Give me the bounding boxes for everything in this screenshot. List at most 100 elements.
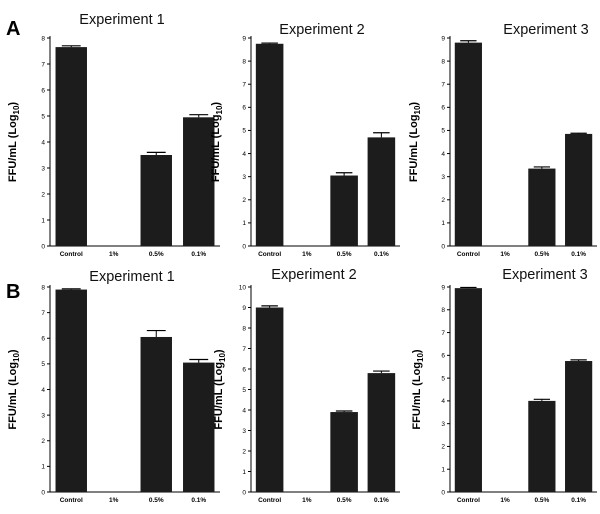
bar: [528, 400, 556, 492]
y-tick-label: 1: [41, 464, 45, 471]
y-axis-label-subscript: 10: [215, 105, 224, 114]
bar: [140, 155, 172, 246]
chart-title: Experiment 3: [503, 22, 588, 38]
y-tick-label: 4: [441, 151, 445, 158]
y-axis-label-close: ): [411, 349, 423, 353]
y-tick-label: 8: [441, 307, 445, 314]
x-tick-label: 0.1%: [191, 497, 206, 504]
x-tick-label: Control: [60, 497, 83, 504]
y-tick-label: 6: [242, 105, 246, 112]
y-tick-label: 3: [242, 428, 246, 435]
x-tick-label: 1%: [302, 497, 312, 504]
bar: [367, 373, 396, 492]
bar: [454, 288, 482, 492]
x-tick-label: 1%: [500, 251, 510, 258]
y-tick-label: 5: [41, 361, 45, 368]
bar: [367, 137, 396, 246]
y-tick-label: 3: [41, 412, 45, 419]
chart-title: Experiment 1: [89, 269, 174, 285]
y-tick-label: 6: [441, 105, 445, 112]
y-tick-label: 7: [41, 310, 45, 317]
bar: [183, 362, 215, 492]
chart-3: Experiment 3 FFU/mL (Log10) 0 1 2 3 4 5 6 7 8 9 Cont…: [408, 22, 597, 258]
bar: [140, 336, 172, 492]
y-tick-label: 4: [41, 139, 45, 146]
y-axis-label: FFU/mL (Log10): [411, 349, 425, 430]
y-tick-label: 0: [41, 489, 45, 496]
x-tick-label: 0.1%: [571, 497, 586, 504]
x-tick-label: 1%: [500, 497, 510, 504]
y-tick-label: 2: [441, 197, 445, 204]
panel-label-a: A: [6, 18, 20, 40]
y-tick-label: 1: [242, 469, 246, 476]
y-tick-label: 4: [242, 151, 246, 158]
panel-label-b: B: [6, 281, 20, 303]
y-axis-label-subscript: 10: [416, 353, 425, 362]
y-tick-label: 4: [41, 387, 45, 394]
bar: [55, 289, 87, 492]
y-tick-label: 2: [242, 448, 246, 455]
x-tick-label: 0.1%: [374, 251, 389, 258]
bar: [55, 47, 87, 246]
y-tick-label: 7: [242, 346, 246, 353]
y-tick-label: 6: [242, 366, 246, 373]
y-tick-label: 0: [441, 243, 445, 250]
y-tick-label: 7: [441, 82, 445, 89]
y-tick-label: 8: [41, 284, 45, 291]
y-tick-label: 5: [242, 128, 246, 135]
y-axis-label-main: FFU/mL (Log: [411, 362, 423, 430]
y-axis-label-close: ): [210, 102, 222, 106]
y-axis-label-close: ): [213, 349, 225, 353]
x-tick-label: 1%: [302, 251, 312, 258]
chart-title: Experiment 3: [502, 267, 587, 283]
bar: [330, 175, 358, 246]
y-axis-label-close: ): [7, 349, 19, 353]
y-tick-label: 5: [441, 128, 445, 135]
y-tick-label: 1: [242, 220, 246, 227]
x-tick-label: 0.5%: [534, 251, 549, 258]
x-tick-label: 0.5%: [534, 497, 549, 504]
y-tick-label: 0: [242, 489, 246, 496]
y-tick-label: 0: [41, 243, 45, 250]
y-tick-label: 2: [441, 444, 445, 451]
y-tick-label: 6: [41, 87, 45, 94]
y-tick-label: 8: [441, 58, 445, 65]
y-tick-label: 5: [41, 113, 45, 120]
bar: [255, 307, 284, 492]
y-tick-label: 9: [441, 35, 445, 42]
x-tick-label: Control: [457, 251, 480, 258]
y-tick-label: 4: [441, 398, 445, 405]
x-tick-label: Control: [258, 251, 281, 258]
y-tick-label: 9: [242, 305, 246, 312]
chart-6: Experiment 3 FFU/mL (Log10) 0 1 2 3 4 5 6 7 8 9 Cont…: [411, 267, 597, 504]
x-tick-label: 0.5%: [149, 497, 164, 504]
y-tick-label: 3: [441, 174, 445, 181]
y-tick-label: 0: [441, 489, 445, 496]
y-tick-label: 5: [441, 375, 445, 382]
y-tick-label: 4: [242, 407, 246, 414]
chart-title: Experiment 2: [271, 267, 356, 283]
y-tick-label: 9: [441, 284, 445, 291]
x-tick-label: 1%: [109, 251, 119, 258]
y-axis-label-subscript: 10: [218, 353, 227, 362]
x-tick-label: 0.1%: [571, 251, 586, 258]
y-tick-label: 7: [41, 61, 45, 68]
y-tick-label: 8: [242, 325, 246, 332]
bar: [255, 43, 284, 247]
y-tick-label: 2: [41, 438, 45, 445]
y-axis-label-main: FFU/mL (Log: [213, 362, 225, 430]
x-tick-label: 1%: [109, 497, 119, 504]
y-tick-label: 3: [441, 421, 445, 428]
y-axis-label-main: FFU/mL (Log: [7, 362, 19, 430]
y-tick-label: 8: [242, 58, 246, 65]
y-axis-label: FFU/mL (Log10): [210, 102, 224, 183]
y-axis-label-main: FFU/mL (Log: [210, 114, 222, 182]
y-tick-label: 3: [41, 165, 45, 172]
chart-title: Experiment 2: [279, 22, 364, 38]
bar: [565, 361, 593, 492]
x-tick-label: Control: [457, 497, 480, 504]
